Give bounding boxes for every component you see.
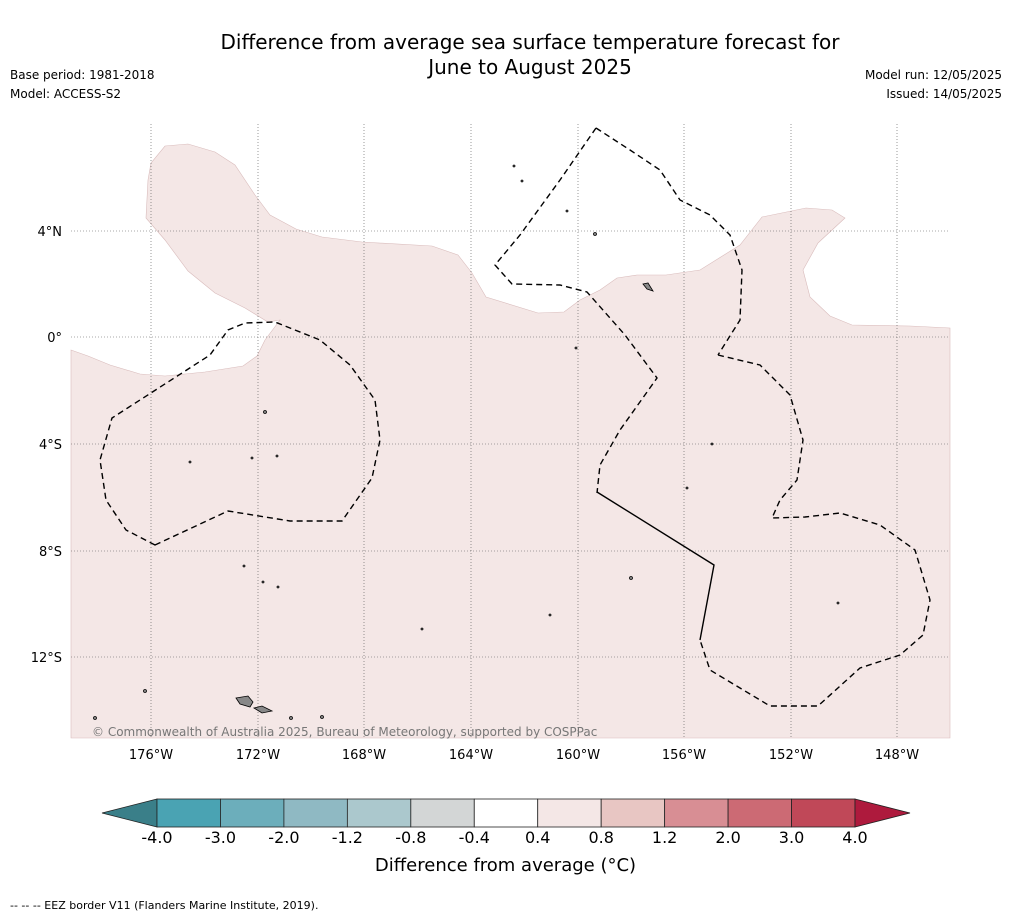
lon-label: 172°W bbox=[236, 748, 280, 763]
lon-label: 168°W bbox=[342, 748, 386, 763]
lon-label: 160°W bbox=[556, 748, 600, 763]
colorbar-tick-label: -0.4 bbox=[458, 828, 490, 847]
model-name: Model: ACCESS-S2 bbox=[10, 87, 122, 101]
eez-border-note: -- -- -- EEZ border V11 (Flanders Marine… bbox=[10, 899, 319, 912]
lat-label: 4°S bbox=[39, 438, 62, 453]
colorbar-tick-label: 2.0 bbox=[715, 828, 741, 847]
colorbar-tick-label: 0.8 bbox=[588, 828, 614, 847]
islands bbox=[93, 164, 840, 720]
eez-border-line-north bbox=[494, 127, 658, 494]
colorbar-tick-label: -3.0 bbox=[204, 828, 237, 847]
lon-label: 176°W bbox=[129, 748, 173, 763]
lon-label: 148°W bbox=[875, 748, 919, 763]
colorbar-segment bbox=[346, 798, 412, 828]
lat-label: 8°S bbox=[39, 545, 62, 560]
title-line-1: Difference from average sea surface temp… bbox=[220, 30, 840, 54]
lat-label: 4°N bbox=[38, 225, 63, 240]
map-title: Difference from average sea surface temp… bbox=[180, 30, 880, 80]
island-small bbox=[642, 282, 654, 292]
colorbar-segment bbox=[156, 798, 221, 828]
colorbar-segment bbox=[410, 798, 475, 828]
model-run-date: Model run: 12/05/2025 bbox=[864, 68, 1002, 82]
latitude-labels: 4°N 0° 4°S 8°S 12°S bbox=[31, 225, 62, 666]
lon-label: 152°W bbox=[769, 748, 813, 763]
left-metadata: Base period: 1981-2018 Model: ACCESS-S2 bbox=[10, 66, 155, 104]
colorbar-tick-label: 1.2 bbox=[651, 828, 678, 847]
colorbar-tick-label: -4.0 bbox=[141, 828, 173, 847]
longitude-labels: 176°W 172°W 168°W 164°W 160°W 156°W 152°… bbox=[129, 748, 919, 763]
colorbar-segment bbox=[600, 798, 666, 828]
lat-label: 0° bbox=[47, 331, 62, 346]
colorbar-arrow-high bbox=[854, 798, 911, 828]
lon-label: 164°W bbox=[449, 748, 493, 763]
colorbar-segment bbox=[664, 798, 729, 828]
eez-borders bbox=[99, 127, 931, 707]
title-line-2: June to August 2025 bbox=[428, 55, 632, 79]
colorbar-segment bbox=[537, 798, 602, 828]
colorbar-tick-label: -1.2 bbox=[331, 828, 363, 847]
colorbar-segment bbox=[791, 798, 856, 828]
colorbar-tick-label: 4.0 bbox=[842, 828, 868, 847]
colorbar-tick-label: -0.8 bbox=[395, 828, 427, 847]
lat-label: 12°S bbox=[31, 651, 62, 666]
samoa-island-2 bbox=[252, 705, 274, 714]
colorbar-segment bbox=[473, 798, 539, 828]
colorbar bbox=[101, 798, 911, 828]
lon-label: 156°W bbox=[662, 748, 706, 763]
colorbar-tick-label: 3.0 bbox=[778, 828, 805, 847]
base-period: Base period: 1981-2018 bbox=[10, 68, 155, 82]
eez-border-tokelau bbox=[99, 321, 381, 546]
eez-border-cook bbox=[596, 491, 715, 641]
colorbar-tick-label: 0.4 bbox=[524, 828, 551, 847]
eez-border-south bbox=[699, 354, 931, 707]
colorbar-segment bbox=[283, 798, 348, 828]
colorbar-tick-label: -2.0 bbox=[268, 828, 300, 847]
right-metadata: Model run: 12/05/2025 Issued: 14/05/2025 bbox=[865, 66, 1002, 104]
copyright-note: © Commonwealth of Australia 2025, Bureau… bbox=[92, 725, 597, 739]
colorbar-arrow-low bbox=[101, 798, 158, 828]
colorbar-title: Difference from average (°C) bbox=[374, 855, 637, 876]
gridlines bbox=[71, 124, 950, 738]
eez-border-kiribati-phoenix bbox=[595, 127, 743, 356]
issued-date: Issued: 14/05/2025 bbox=[886, 87, 1002, 101]
colorbar-segment bbox=[220, 798, 285, 828]
colorbar-segment bbox=[727, 798, 792, 828]
samoa-island bbox=[235, 695, 254, 708]
